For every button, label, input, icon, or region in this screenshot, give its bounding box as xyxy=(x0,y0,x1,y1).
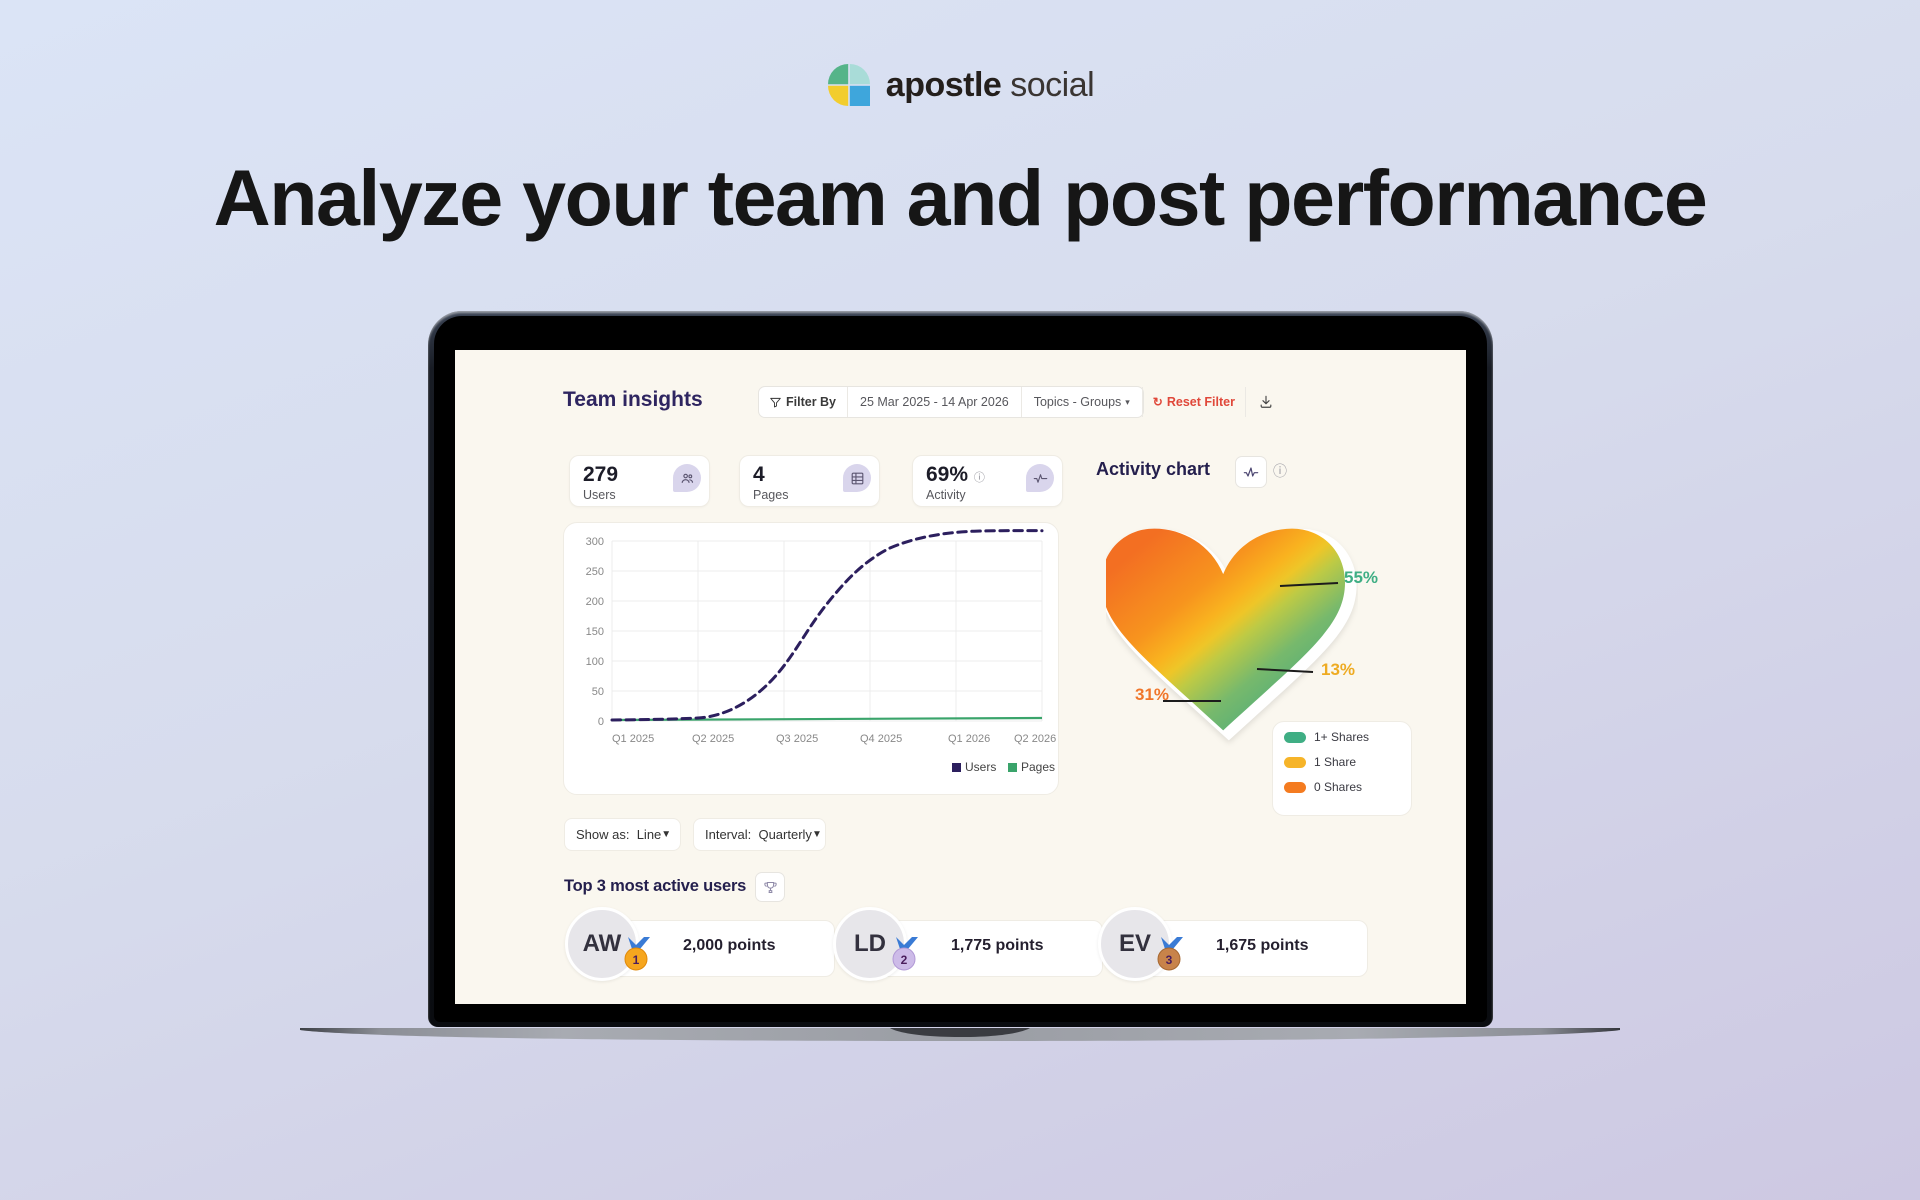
svg-text:2: 2 xyxy=(901,953,908,967)
svg-text:250: 250 xyxy=(586,566,604,578)
svg-text:0: 0 xyxy=(598,716,604,728)
svg-text:Q2 2025: Q2 2025 xyxy=(692,733,734,745)
svg-text:Q1 2025: Q1 2025 xyxy=(612,733,654,745)
svg-text:200: 200 xyxy=(586,596,604,608)
svg-text:Q4 2025: Q4 2025 xyxy=(860,733,902,745)
svg-text:50: 50 xyxy=(592,686,604,698)
svg-text:Q3 2025: Q3 2025 xyxy=(776,733,818,745)
svg-text:300: 300 xyxy=(586,536,604,548)
svg-text:Q2 2026: Q2 2026 xyxy=(1014,733,1056,745)
svg-text:150: 150 xyxy=(586,626,604,638)
svg-text:Pages: Pages xyxy=(1021,760,1055,774)
svg-text:100: 100 xyxy=(586,656,604,668)
svg-text:Q1 2026: Q1 2026 xyxy=(948,733,990,745)
svg-text:Users: Users xyxy=(965,760,996,774)
svg-text:1: 1 xyxy=(633,953,640,967)
svg-text:3: 3 xyxy=(1166,953,1173,967)
